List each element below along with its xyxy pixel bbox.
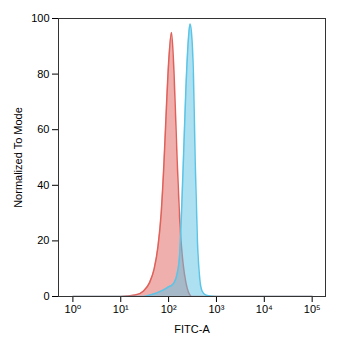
svg-text:10⁰: 10⁰ [65,303,82,315]
svg-text:10⁵: 10⁵ [304,303,321,315]
svg-text:10¹: 10¹ [113,303,129,315]
svg-text:40: 40 [37,179,49,191]
svg-text:10⁴: 10⁴ [256,303,273,315]
svg-text:20: 20 [37,234,49,246]
svg-text:10³: 10³ [209,303,225,315]
svg-text:10²: 10² [161,303,177,315]
svg-text:60: 60 [37,123,49,135]
svg-text:0: 0 [43,290,49,302]
svg-text:80: 80 [37,68,49,80]
svg-text:Normalized To Mode: Normalized To Mode [12,107,24,208]
svg-text:FITC-A: FITC-A [174,323,210,335]
svg-text:100: 100 [31,12,49,24]
